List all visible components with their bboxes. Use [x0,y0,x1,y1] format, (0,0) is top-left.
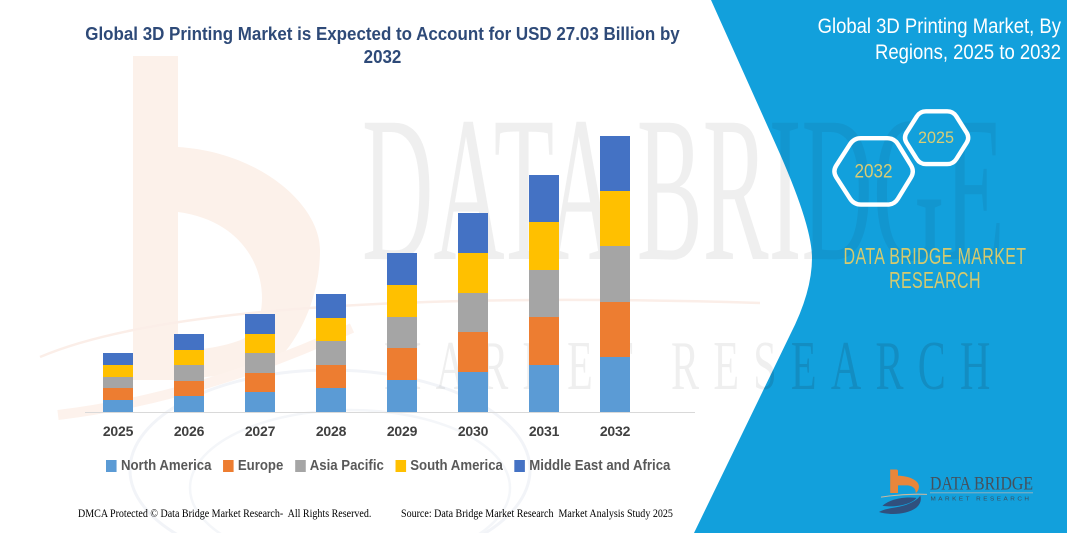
svg-text:MARKET RESEARCH: MARKET RESEARCH [931,497,1032,503]
svg-text:2025: 2025 [918,128,954,147]
svg-text:DATA BRIDGE: DATA BRIDGE [930,474,1033,495]
svg-text:2032: 2032 [855,161,893,183]
